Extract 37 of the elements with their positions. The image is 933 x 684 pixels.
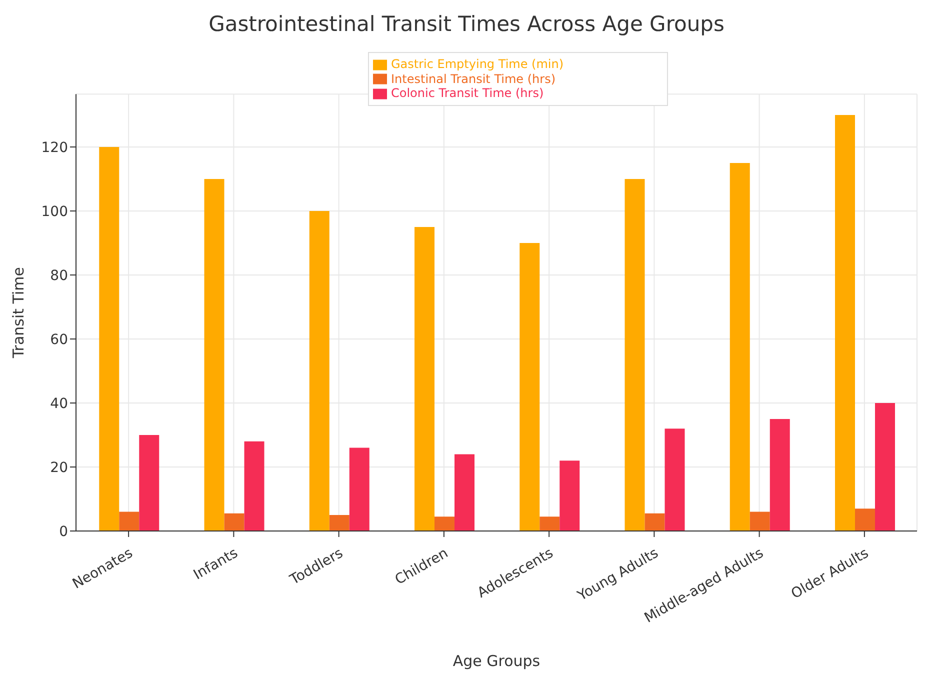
bar xyxy=(244,441,264,531)
y-tick-label: 0 xyxy=(59,524,68,540)
y-tick-label: 80 xyxy=(50,268,68,284)
bar xyxy=(99,146,120,531)
bar xyxy=(664,428,685,531)
bar xyxy=(224,513,244,531)
legend-label: Intestinal Transit Time (hrs) xyxy=(391,72,556,86)
bar xyxy=(560,460,580,531)
bar xyxy=(414,226,435,531)
bar xyxy=(855,508,876,531)
bar xyxy=(835,114,856,531)
y-tick-label: 60 xyxy=(50,332,68,348)
y-tick-label: 120 xyxy=(41,140,68,156)
y-tick-label: 100 xyxy=(41,204,68,220)
legend-label: Gastric Emptying Time (min) xyxy=(391,57,564,71)
bar xyxy=(204,178,224,531)
bar xyxy=(875,402,896,531)
bar xyxy=(309,210,330,531)
bar xyxy=(624,178,645,531)
bar xyxy=(644,513,665,531)
bar xyxy=(770,418,790,531)
bar xyxy=(520,242,540,531)
y-tick-label: 40 xyxy=(50,396,68,412)
bar xyxy=(329,515,350,531)
y-tick-label: 20 xyxy=(50,460,68,476)
bar xyxy=(750,512,770,531)
bar xyxy=(540,516,560,531)
legend-label: Colonic Transit Time (hrs) xyxy=(391,86,544,100)
bar xyxy=(454,454,475,531)
bar xyxy=(730,162,750,531)
x-axis-title: Age Groups xyxy=(452,652,540,670)
bar xyxy=(119,512,140,531)
y-axis-title: Transit Time xyxy=(9,266,28,360)
chart-title: Gastrointestinal Transit Times Across Age Groups xyxy=(208,12,726,36)
bar xyxy=(139,434,160,531)
bar xyxy=(349,448,370,531)
bar xyxy=(434,516,455,531)
